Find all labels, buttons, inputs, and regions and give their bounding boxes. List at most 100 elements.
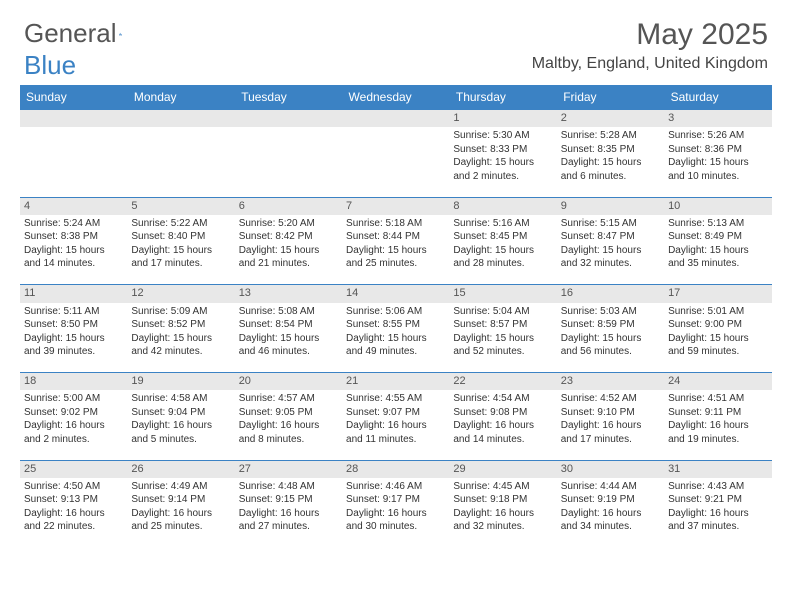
day-details: Sunrise: 5:26 AMSunset: 8:36 PMDaylight:… (664, 127, 771, 187)
calendar-day-cell: Sunrise: 4:45 AMSunset: 9:18 PMDaylight:… (449, 478, 556, 548)
weekday-header: Saturday (664, 85, 771, 110)
logo-text-general: General (24, 18, 117, 49)
calendar-day-number-cell: 1 (449, 110, 556, 128)
calendar-day-cell: Sunrise: 4:54 AMSunset: 9:08 PMDaylight:… (449, 390, 556, 460)
calendar-day-cell: Sunrise: 5:04 AMSunset: 8:57 PMDaylight:… (449, 303, 556, 373)
day-number: 8 (449, 198, 556, 215)
calendar-day-cell: Sunrise: 4:44 AMSunset: 9:19 PMDaylight:… (557, 478, 664, 548)
day-details: Sunrise: 4:55 AMSunset: 9:07 PMDaylight:… (342, 390, 449, 450)
calendar-day-cell (235, 127, 342, 197)
day-details: Sunrise: 5:22 AMSunset: 8:40 PMDaylight:… (127, 215, 234, 275)
day-number: 16 (557, 285, 664, 302)
calendar-day-number-cell: 4 (20, 197, 127, 215)
day-number: 26 (127, 461, 234, 478)
calendar-day-number-cell: 12 (127, 285, 234, 303)
day-details: Sunrise: 4:48 AMSunset: 9:15 PMDaylight:… (235, 478, 342, 538)
day-number: 5 (127, 198, 234, 215)
calendar-day-number-cell: 8 (449, 197, 556, 215)
logo-sail-icon (119, 25, 123, 43)
day-details: Sunrise: 5:00 AMSunset: 9:02 PMDaylight:… (20, 390, 127, 450)
calendar-day-cell (127, 127, 234, 197)
day-details: Sunrise: 4:50 AMSunset: 9:13 PMDaylight:… (20, 478, 127, 538)
day-number: 23 (557, 373, 664, 390)
calendar-day-number-cell (342, 110, 449, 128)
calendar-daynum-row: 123 (20, 110, 772, 128)
calendar-daynum-row: 45678910 (20, 197, 772, 215)
day-details: Sunrise: 5:15 AMSunset: 8:47 PMDaylight:… (557, 215, 664, 275)
calendar-day-cell: Sunrise: 5:30 AMSunset: 8:33 PMDaylight:… (449, 127, 556, 197)
calendar-day-number-cell: 14 (342, 285, 449, 303)
calendar-day-number-cell: 11 (20, 285, 127, 303)
calendar-day-number-cell: 30 (557, 460, 664, 478)
calendar-day-number-cell: 20 (235, 373, 342, 391)
day-details: Sunrise: 4:43 AMSunset: 9:21 PMDaylight:… (664, 478, 771, 538)
calendar-day-number-cell: 18 (20, 373, 127, 391)
day-details: Sunrise: 5:16 AMSunset: 8:45 PMDaylight:… (449, 215, 556, 275)
calendar-day-cell: Sunrise: 4:51 AMSunset: 9:11 PMDaylight:… (664, 390, 771, 460)
day-details: Sunrise: 5:04 AMSunset: 8:57 PMDaylight:… (449, 303, 556, 363)
calendar-content-row: Sunrise: 5:30 AMSunset: 8:33 PMDaylight:… (20, 127, 772, 197)
day-number: 15 (449, 285, 556, 302)
calendar-day-number-cell (127, 110, 234, 128)
weekday-header-row: Sunday Monday Tuesday Wednesday Thursday… (20, 85, 772, 110)
weekday-header: Wednesday (342, 85, 449, 110)
calendar-day-number-cell: 31 (664, 460, 771, 478)
calendar-day-number-cell: 2 (557, 110, 664, 128)
calendar-day-number-cell: 25 (20, 460, 127, 478)
calendar-day-number-cell: 9 (557, 197, 664, 215)
day-number: 29 (449, 461, 556, 478)
day-details: Sunrise: 4:58 AMSunset: 9:04 PMDaylight:… (127, 390, 234, 450)
calendar-day-number-cell: 22 (449, 373, 556, 391)
calendar-day-cell: Sunrise: 5:24 AMSunset: 8:38 PMDaylight:… (20, 215, 127, 285)
calendar-day-cell: Sunrise: 4:46 AMSunset: 9:17 PMDaylight:… (342, 478, 449, 548)
day-number: 31 (664, 461, 771, 478)
weekday-header: Sunday (20, 85, 127, 110)
day-number: 14 (342, 285, 449, 302)
weekday-header: Friday (557, 85, 664, 110)
day-details: Sunrise: 5:06 AMSunset: 8:55 PMDaylight:… (342, 303, 449, 363)
day-details: Sunrise: 5:28 AMSunset: 8:35 PMDaylight:… (557, 127, 664, 187)
calendar-day-number-cell: 13 (235, 285, 342, 303)
day-details: Sunrise: 5:03 AMSunset: 8:59 PMDaylight:… (557, 303, 664, 363)
calendar-day-cell: Sunrise: 5:00 AMSunset: 9:02 PMDaylight:… (20, 390, 127, 460)
day-number: 2 (557, 110, 664, 127)
day-details: Sunrise: 5:08 AMSunset: 8:54 PMDaylight:… (235, 303, 342, 363)
day-number: 22 (449, 373, 556, 390)
calendar-table: Sunday Monday Tuesday Wednesday Thursday… (20, 85, 772, 548)
day-number: 12 (127, 285, 234, 302)
calendar-day-number-cell: 6 (235, 197, 342, 215)
calendar-daynum-row: 18192021222324 (20, 373, 772, 391)
calendar-day-number-cell (20, 110, 127, 128)
calendar-day-cell: Sunrise: 4:52 AMSunset: 9:10 PMDaylight:… (557, 390, 664, 460)
day-details: Sunrise: 5:13 AMSunset: 8:49 PMDaylight:… (664, 215, 771, 275)
calendar-day-number-cell: 16 (557, 285, 664, 303)
day-number (235, 110, 342, 127)
calendar-day-cell: Sunrise: 5:13 AMSunset: 8:49 PMDaylight:… (664, 215, 771, 285)
day-details: Sunrise: 5:24 AMSunset: 8:38 PMDaylight:… (20, 215, 127, 275)
weekday-header: Thursday (449, 85, 556, 110)
calendar-day-number-cell: 29 (449, 460, 556, 478)
calendar-day-cell: Sunrise: 5:28 AMSunset: 8:35 PMDaylight:… (557, 127, 664, 197)
day-number: 6 (235, 198, 342, 215)
location-subtitle: Maltby, England, United Kingdom (532, 55, 768, 73)
calendar-day-cell: Sunrise: 5:22 AMSunset: 8:40 PMDaylight:… (127, 215, 234, 285)
calendar-day-cell: Sunrise: 5:26 AMSunset: 8:36 PMDaylight:… (664, 127, 771, 197)
day-number: 20 (235, 373, 342, 390)
calendar-day-cell: Sunrise: 4:57 AMSunset: 9:05 PMDaylight:… (235, 390, 342, 460)
calendar-day-number-cell: 10 (664, 197, 771, 215)
day-number: 11 (20, 285, 127, 302)
day-number: 4 (20, 198, 127, 215)
day-number (127, 110, 234, 127)
calendar-day-cell: Sunrise: 4:55 AMSunset: 9:07 PMDaylight:… (342, 390, 449, 460)
calendar-day-number-cell (235, 110, 342, 128)
calendar-daynum-row: 25262728293031 (20, 460, 772, 478)
day-number: 7 (342, 198, 449, 215)
calendar-day-number-cell: 24 (664, 373, 771, 391)
header: General May 2025 Maltby, England, United… (0, 0, 792, 79)
calendar-day-number-cell: 5 (127, 197, 234, 215)
day-number: 30 (557, 461, 664, 478)
calendar-daynum-row: 11121314151617 (20, 285, 772, 303)
day-details: Sunrise: 4:57 AMSunset: 9:05 PMDaylight:… (235, 390, 342, 450)
day-details: Sunrise: 5:18 AMSunset: 8:44 PMDaylight:… (342, 215, 449, 275)
calendar-day-cell: Sunrise: 5:18 AMSunset: 8:44 PMDaylight:… (342, 215, 449, 285)
